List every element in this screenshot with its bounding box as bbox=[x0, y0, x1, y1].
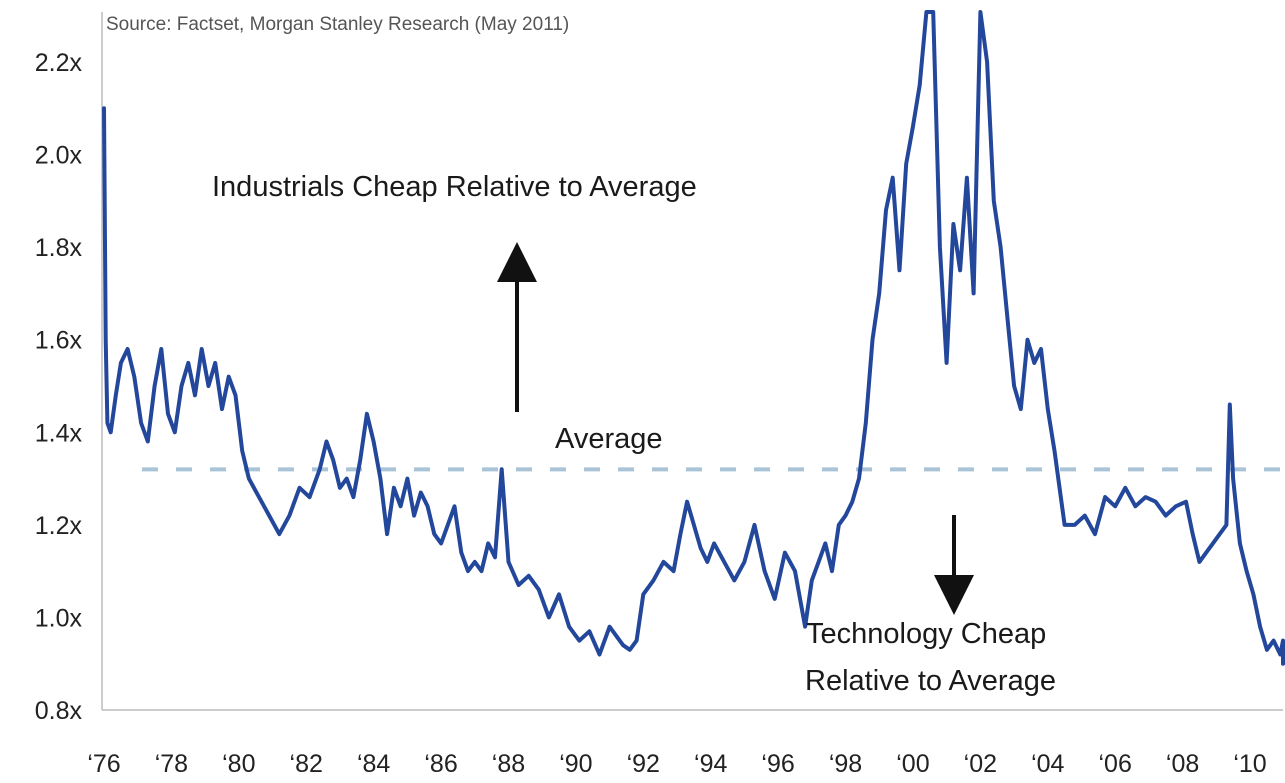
y-tick-label: 0.8x bbox=[35, 697, 83, 725]
x-tick-label: ‘06 bbox=[1098, 750, 1131, 778]
x-tick-label: ‘76 bbox=[87, 750, 120, 778]
y-tick-label: 1.2x bbox=[35, 512, 83, 540]
y-tick-label: 1.4x bbox=[35, 419, 83, 447]
x-tick-label: ‘86 bbox=[424, 750, 457, 778]
x-axis: ‘76 ‘78 ‘80 ‘82 ‘84 ‘86 ‘88 ‘90 ‘92 ‘94 ‘96 ‘98 ‘00 ‘… bbox=[87, 750, 1266, 778]
technology-annotation-line2: Relative to Average bbox=[805, 665, 1056, 697]
y-tick-label: 1.8x bbox=[35, 234, 83, 262]
x-tick-label: ‘82 bbox=[290, 750, 323, 778]
y-tick-label: 2.2x bbox=[35, 49, 83, 77]
y-tick-label: 2.0x bbox=[35, 142, 83, 170]
x-tick-label: ‘78 bbox=[155, 750, 188, 778]
x-tick-label: ‘10 bbox=[1233, 750, 1266, 778]
y-axis: 2.2x 2.0x 1.8x 1.6x 1.4x 1.2x 1.0x 0.8x bbox=[35, 49, 83, 725]
x-tick-label: ‘80 bbox=[222, 750, 255, 778]
series-line bbox=[102, 10, 1285, 666]
x-tick-label: ‘92 bbox=[627, 750, 660, 778]
x-tick-label: ‘00 bbox=[896, 750, 929, 778]
y-tick-label: 1.0x bbox=[35, 604, 83, 632]
average-annotation: Average bbox=[555, 423, 663, 455]
x-tick-label: ‘94 bbox=[694, 750, 727, 778]
x-tick-label: ‘08 bbox=[1166, 750, 1199, 778]
x-tick-label: ‘02 bbox=[964, 750, 997, 778]
x-tick-label: ‘98 bbox=[829, 750, 862, 778]
x-tick-label: ‘96 bbox=[761, 750, 794, 778]
y-tick-label: 1.6x bbox=[35, 327, 83, 355]
x-tick-label: ‘88 bbox=[492, 750, 525, 778]
x-tick-label: ‘84 bbox=[357, 750, 390, 778]
x-tick-label: ‘90 bbox=[559, 750, 592, 778]
x-tick-label: ‘04 bbox=[1031, 750, 1064, 778]
industrials-annotation: Industrials Cheap Relative to Average bbox=[212, 171, 697, 203]
technology-annotation-line1: Technology Cheap bbox=[806, 618, 1046, 650]
source-label: Source: Factset, Morgan Stanley Research… bbox=[106, 14, 569, 35]
